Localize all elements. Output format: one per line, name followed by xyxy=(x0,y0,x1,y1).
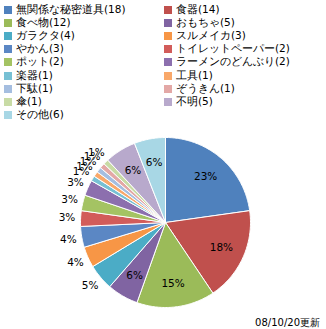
html-text:その他(6): その他(6) xyxy=(16,108,64,121)
html-text:トイレットペーパー(2): トイレットペーパー(2) xyxy=(176,42,290,55)
html-text:08/10/20更新: 08/10/20更新 xyxy=(255,317,320,328)
html-text:傘(1): 傘(1) xyxy=(16,95,42,107)
html-text:楽器(1): 楽器(1) xyxy=(16,68,53,81)
svg-text:4%: 4% xyxy=(67,256,84,268)
html-text:不明(5): 不明(5) xyxy=(176,95,213,107)
html-text:ガラクタ(4): ガラクタ(4) xyxy=(16,28,75,41)
html-text:ラーメンのどんぶり(2): ラーメンのどんぶり(2) xyxy=(176,55,290,68)
svg-text:3%: 3% xyxy=(59,211,76,223)
html-text:おもちゃ(5): おもちゃ(5) xyxy=(176,15,235,28)
html-text:ぞうきん(1): ぞうきん(1) xyxy=(176,81,235,94)
svg-text:3%: 3% xyxy=(67,176,84,188)
svg-text:15%: 15% xyxy=(161,277,184,289)
html-text:工具(1): 工具(1) xyxy=(176,68,213,81)
html-text:やかん(3): やかん(3) xyxy=(16,42,64,55)
svg-text:18%: 18% xyxy=(210,241,233,253)
svg-text:3%: 3% xyxy=(61,193,78,205)
svg-text:23%: 23% xyxy=(194,170,217,182)
html-text:食器(14): 食器(14) xyxy=(176,2,220,15)
svg-text:6%: 6% xyxy=(146,156,163,168)
html-text:スルメイカ(3): スルメイカ(3) xyxy=(176,28,246,41)
html-text:ポット(2): ポット(2) xyxy=(16,55,64,68)
html-text:下駄(1): 下駄(1) xyxy=(16,81,53,94)
svg-text:4%: 4% xyxy=(60,233,77,245)
svg-text:6%: 6% xyxy=(125,164,142,176)
svg-text:6%: 6% xyxy=(126,269,143,281)
html-text:無関係な秘密道具(18): 無関係な秘密道具(18) xyxy=(16,2,126,15)
html-text:食べ物(12): 食べ物(12) xyxy=(16,15,71,28)
svg-text:5%: 5% xyxy=(82,279,99,291)
svg-text:1%: 1% xyxy=(88,146,105,158)
